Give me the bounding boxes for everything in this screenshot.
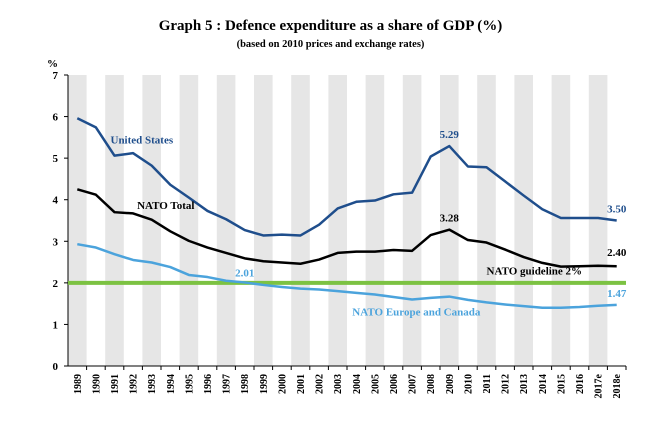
y-tick-label: 3 xyxy=(53,236,59,248)
x-tick-label: 1993 xyxy=(147,374,158,394)
chart-subtitle: (based on 2010 prices and exchange rates… xyxy=(236,39,425,50)
y-tick-label: 7 xyxy=(53,70,59,82)
y-tick-label: 0 xyxy=(53,361,59,373)
background-band xyxy=(402,75,422,366)
data-label-us-peak: 5.29 xyxy=(440,129,460,141)
x-tick-label: 1999 xyxy=(259,374,270,394)
x-tick-label: 1994 xyxy=(166,374,177,394)
background-band xyxy=(514,75,533,366)
x-tick-label: 2011 xyxy=(482,374,493,393)
y-tick-label: 4 xyxy=(53,195,59,207)
background-band xyxy=(105,75,124,366)
data-label-nato-end: 2.40 xyxy=(607,247,627,259)
x-tick-label: 2004 xyxy=(352,374,363,394)
x-tick-label: 1991 xyxy=(110,374,121,394)
series-line-nato-total xyxy=(76,188,617,268)
x-tick-label: 2017e xyxy=(594,373,605,398)
x-tick-label: 2018e xyxy=(612,373,623,398)
series-label-nato-europe-canada: NATO Europe and Canada xyxy=(352,306,481,318)
x-tick-label: 1992 xyxy=(129,374,140,394)
x-tick-label: 2001 xyxy=(296,374,307,394)
x-tick-label: 2002 xyxy=(315,374,326,394)
x-tick-label: 2016 xyxy=(575,374,586,394)
data-label-nato-peak: 3.28 xyxy=(440,213,460,225)
x-tick-label: 1995 xyxy=(184,374,195,394)
series-line-nato-europe-and-canada xyxy=(77,242,617,310)
background-band xyxy=(179,75,199,366)
chart-title: Graph 5 : Defence expenditure as a share… xyxy=(158,18,503,34)
data-label-us-end: 3.50 xyxy=(607,204,627,216)
reference-line-label: NATO guideline 2% xyxy=(487,266,583,278)
x-tick-label: 2013 xyxy=(519,374,530,394)
x-tick-label: 2014 xyxy=(538,374,549,394)
x-tick-label: 1996 xyxy=(203,374,214,394)
series-label-nato-total: NATO Total xyxy=(137,200,194,212)
y-tick-label: 1 xyxy=(53,319,59,331)
y-tick-label: 2 xyxy=(53,278,59,290)
x-tick-label: 1990 xyxy=(91,374,102,394)
x-tick-label: 2000 xyxy=(277,374,288,394)
x-tick-label: 2010 xyxy=(463,374,474,394)
y-axis-unit: % xyxy=(47,58,58,70)
data-label-europe-1998: 2.01 xyxy=(235,267,254,279)
x-tick-label: 2008 xyxy=(426,374,437,394)
series-line-united-states xyxy=(76,117,617,237)
background-band xyxy=(477,75,496,366)
x-tick-label: 2012 xyxy=(501,374,512,394)
background-band xyxy=(328,75,347,366)
background-band xyxy=(551,75,571,366)
x-tick-label: 2007 xyxy=(408,374,419,394)
data-label-europe-end: 1.47 xyxy=(607,288,627,300)
series-label-united-states: United States xyxy=(111,135,174,147)
x-tick-label: 2006 xyxy=(389,374,400,394)
y-tick-label: 6 xyxy=(53,112,59,124)
background-band xyxy=(68,75,87,366)
background-band xyxy=(365,75,385,366)
x-tick-label: 1989 xyxy=(73,374,84,394)
background-band xyxy=(588,75,608,366)
x-tick-label: 2005 xyxy=(370,374,381,394)
x-tick-label: 1997 xyxy=(222,374,233,394)
x-tick-label: 2009 xyxy=(445,374,456,394)
x-tick-label: 1998 xyxy=(240,374,251,394)
y-tick-label: 5 xyxy=(53,153,59,165)
x-tick-label: 2015 xyxy=(556,374,567,394)
background-band xyxy=(291,75,310,366)
background-band xyxy=(254,75,273,366)
x-tick-label: 2003 xyxy=(333,374,344,394)
